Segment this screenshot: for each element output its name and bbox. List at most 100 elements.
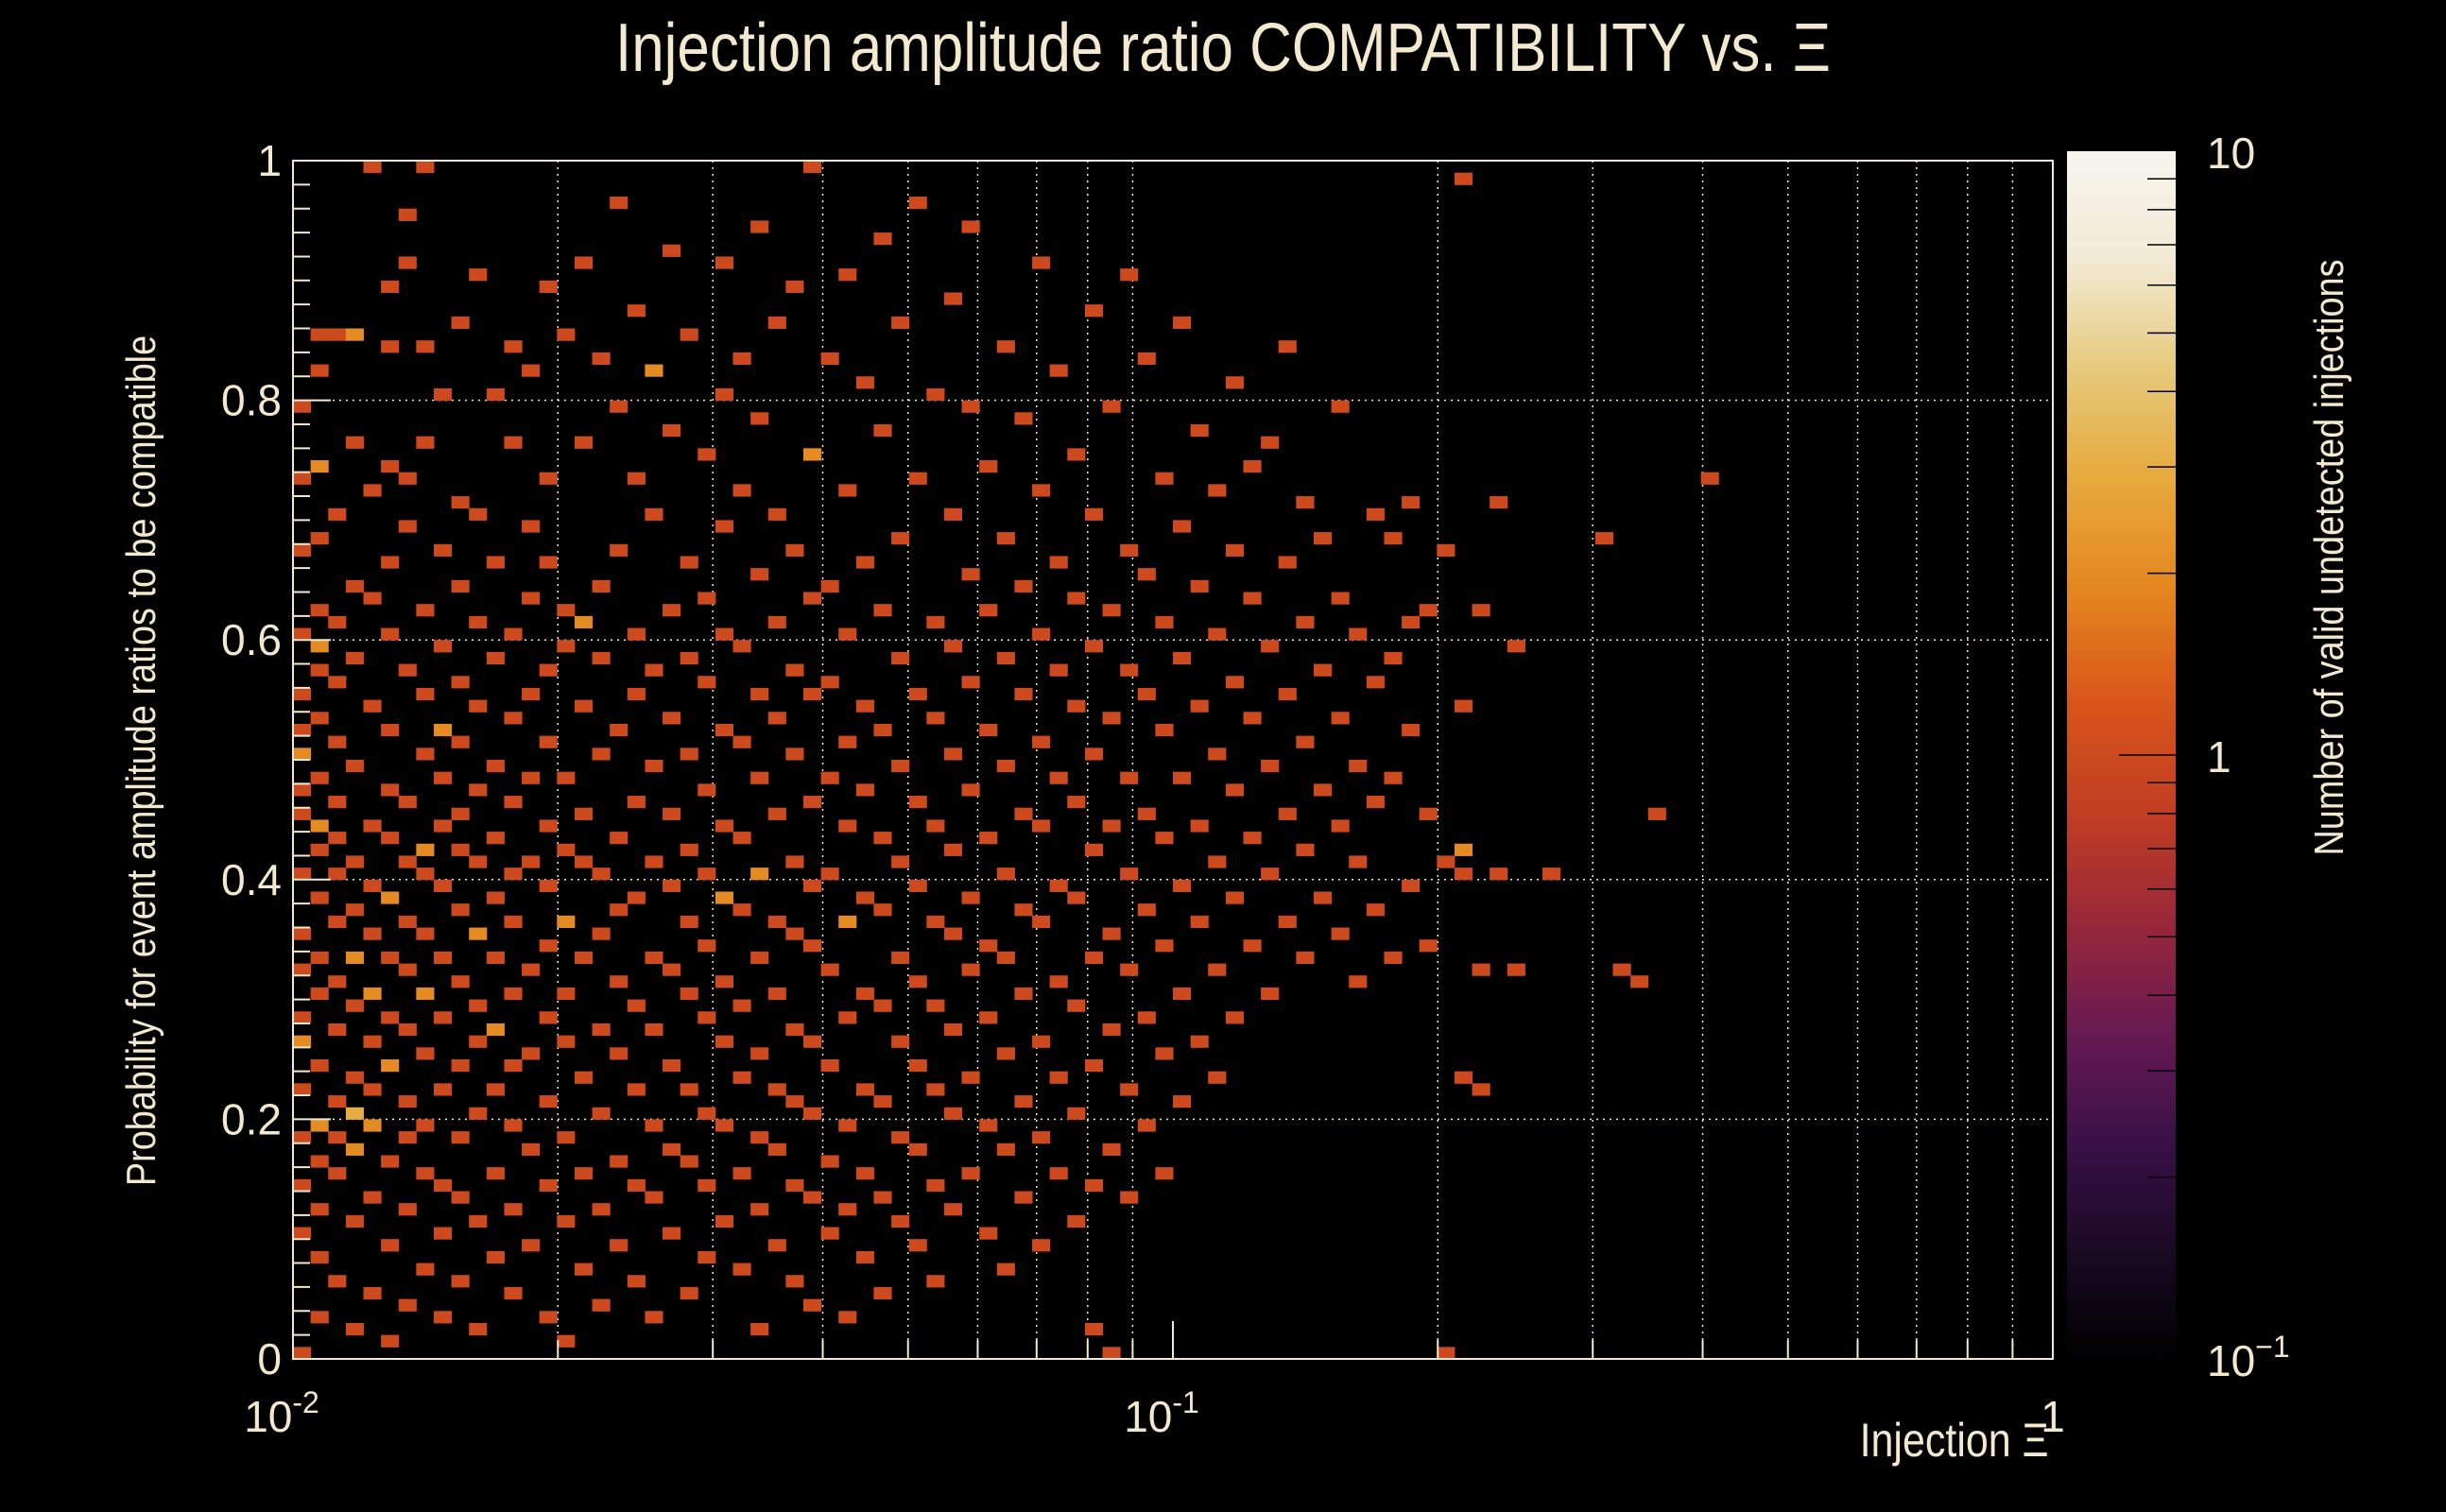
heatmap-cell xyxy=(663,1059,681,1073)
heatmap-cell xyxy=(610,975,629,988)
heatmap-cell xyxy=(363,1083,382,1096)
heatmap-cell xyxy=(698,1011,716,1024)
heatmap-cell xyxy=(996,651,1015,665)
heatmap-cell xyxy=(310,663,329,677)
heatmap-cell xyxy=(1084,507,1104,521)
heatmap-cell xyxy=(398,472,417,485)
heatmap-cell xyxy=(451,579,470,593)
heatmap-cell xyxy=(943,1203,963,1216)
heatmap-cell xyxy=(416,604,435,617)
heatmap-cell xyxy=(1190,915,1209,929)
heatmap-cell xyxy=(802,1298,822,1312)
heatmap-cell xyxy=(820,676,839,689)
heatmap-cell xyxy=(293,1083,312,1096)
heatmap-cell xyxy=(557,915,576,929)
heatmap-cell xyxy=(1331,712,1350,725)
heatmap-cell xyxy=(873,604,892,617)
heatmap-cell xyxy=(627,1275,646,1288)
heatmap-cell xyxy=(310,604,329,617)
heatmap-cell xyxy=(1067,1214,1086,1228)
heatmap-cell xyxy=(1014,412,1033,425)
heatmap-cell xyxy=(855,1167,874,1180)
heatmap-cell xyxy=(1155,723,1174,737)
heatmap-cell xyxy=(961,1167,980,1180)
heatmap-cell xyxy=(363,1035,382,1048)
heatmap-cell xyxy=(1173,520,1192,533)
heatmap-cell xyxy=(732,1167,751,1180)
heatmap-cell xyxy=(1049,771,1068,784)
heatmap-cell xyxy=(398,208,417,221)
heatmap-cell xyxy=(416,687,435,701)
heatmap-cell xyxy=(1032,484,1051,497)
heatmap-cell xyxy=(539,556,558,569)
heatmap-cell xyxy=(1067,1107,1086,1120)
heatmap-cell xyxy=(522,520,541,533)
heatmap-cell xyxy=(539,1178,558,1192)
heatmap-cell xyxy=(1278,915,1297,929)
heatmap-cell xyxy=(345,651,364,665)
heatmap-cell xyxy=(1084,304,1104,318)
heatmap-cell xyxy=(592,1203,611,1216)
heatmap-cell xyxy=(1155,939,1174,953)
heatmap-cell xyxy=(522,1143,541,1156)
heatmap-cell xyxy=(680,556,698,569)
x-tick-label: 10-2 xyxy=(244,1385,319,1441)
heatmap-cell xyxy=(557,1131,576,1144)
heatmap-cell xyxy=(592,651,611,665)
heatmap-cell xyxy=(574,1167,594,1180)
heatmap-cell xyxy=(557,987,576,1001)
heatmap-cell xyxy=(715,1214,733,1228)
heatmap-cell xyxy=(504,915,523,929)
heatmap-cell xyxy=(802,1107,822,1120)
heatmap-cell xyxy=(663,712,681,725)
heatmap-cell xyxy=(1402,723,1421,737)
heatmap-cell xyxy=(310,712,329,725)
heatmap-cell xyxy=(539,1011,558,1024)
heatmap-cell xyxy=(416,927,435,940)
heatmap-cell xyxy=(1402,879,1421,892)
heatmap-cell xyxy=(663,879,681,892)
heatmap-cell xyxy=(961,1071,980,1084)
heatmap-cell xyxy=(996,340,1015,353)
heatmap-cell xyxy=(574,855,594,868)
heatmap-cell xyxy=(1120,663,1139,677)
heatmap-cell xyxy=(1472,604,1490,617)
heatmap-cell xyxy=(715,256,733,269)
heatmap-cell xyxy=(627,1178,646,1192)
heatmap-cell xyxy=(1120,1083,1139,1096)
heatmap-cell xyxy=(732,1263,751,1276)
heatmap-cell xyxy=(557,771,576,784)
heatmap-cell xyxy=(416,1263,435,1276)
heatmap-cell xyxy=(1049,1071,1068,1084)
heatmap-cell xyxy=(750,1203,769,1216)
heatmap-cell xyxy=(1313,891,1333,904)
heatmap-cell xyxy=(838,268,857,282)
heatmap-cell xyxy=(943,1022,963,1037)
heatmap-cell xyxy=(416,340,435,353)
heatmap-cell xyxy=(627,891,646,904)
heatmap-cell xyxy=(838,1119,857,1132)
heatmap-cell xyxy=(750,687,769,701)
heatmap-cell xyxy=(785,1275,804,1288)
heatmap-cell xyxy=(750,1131,769,1144)
heatmap-cell xyxy=(381,1059,400,1073)
heatmap-cell xyxy=(1120,543,1139,557)
heatmap-cell xyxy=(469,855,488,868)
heatmap-cell xyxy=(891,532,910,545)
heatmap-cell xyxy=(1261,760,1280,773)
heatmap-cell xyxy=(855,783,874,797)
heatmap-cell xyxy=(680,915,698,929)
y-tick-label: 1 xyxy=(257,136,282,185)
heatmap-cell xyxy=(398,915,417,929)
heatmap-cell xyxy=(1313,532,1333,545)
colorbar-tick-label: 1 xyxy=(2207,732,2231,782)
heatmap-cell xyxy=(1084,951,1104,965)
heatmap-cell xyxy=(627,1083,646,1096)
heatmap-cell xyxy=(785,1022,804,1037)
heatmap-cell xyxy=(504,796,523,809)
heatmap-cell xyxy=(1102,1022,1121,1037)
heatmap-cell xyxy=(433,879,453,892)
heatmap-cell xyxy=(345,328,364,341)
heatmap-cell xyxy=(1384,651,1403,665)
